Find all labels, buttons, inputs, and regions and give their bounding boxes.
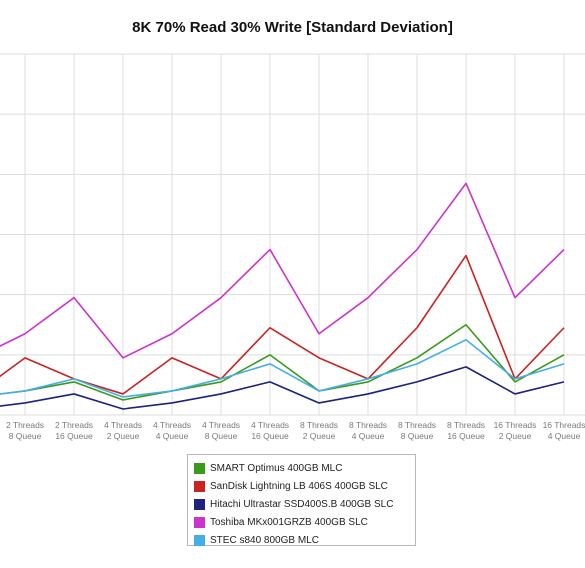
x-tick-label-line: 16 Queue [447,431,485,441]
x-tick-label-line: 4 Threads [153,420,191,430]
legend-label: SMART Optimus 400GB MLC [210,462,343,474]
legend-swatch [194,480,205,492]
x-tick-label-line: 2 Queue [107,431,140,441]
x-tick-label: 8 Threads 8 Queue [398,420,436,441]
x-tick-label-line: 16 Queue [55,431,93,441]
legend-swatch [194,534,205,546]
series-line [0,366,565,410]
x-tick-label: 4 Threads 8 Queue [202,420,240,441]
x-tick-label-line: 4 Queue [352,431,385,441]
x-tick-label-line: 16 Queue [251,431,289,441]
x-tick-label: 8 Threads 2 Queue [300,420,338,441]
x-tick-label-line: 4 Queue [156,431,189,441]
series-lines [0,182,565,410]
x-tick-label-line: 8 Queue [205,431,238,441]
series-line [0,338,565,398]
legend-item: SMART Optimus 400GB MLC [194,459,415,477]
x-tick-label-line: 4 Threads [202,420,240,430]
legend-label: Toshiba MKx001GRZB 400GB SLC [210,516,368,528]
x-tick-label: 8 Threads 16 Queue [447,420,485,441]
x-tick-label: 2 Threads 8 Queue [6,420,44,441]
x-tick-label: 16 Threads 2 Queue [494,420,537,441]
legend-label: SanDisk Lightning LB 406S 400GB SLC [210,480,388,492]
x-tick-label-line: 16 Threads [543,420,585,430]
x-tick-label-line: 8 Threads [349,420,387,430]
x-tick-label-line: 8 Threads [398,420,436,430]
x-tick-label-line: 4 Threads [104,420,142,430]
x-tick-label: 4 Threads 4 Queue [153,420,191,441]
chart-title: 8K 70% Read 30% Write [Standard Deviatio… [132,19,453,36]
x-tick-label-line: 4 Threads [251,420,289,430]
legend-label: Hitachi Ultrastar SSD400S.B 400GB SLC [210,498,394,510]
legend-item: Toshiba MKx001GRZB 400GB SLC [194,513,415,531]
x-tick-label-line: 2 Threads [55,420,93,430]
legend-item: STEC s840 800GB MLC [194,531,415,549]
legend-swatch [194,462,205,474]
legend-swatch [194,498,205,510]
legend-item: Hitachi Ultrastar SSD400S.B 400GB SLC [194,495,415,513]
legend-swatch [194,516,205,528]
x-tick-label-line: 2 Queue [303,431,336,441]
legend-item: SanDisk Lightning LB 406S 400GB SLC [194,477,415,495]
x-tick-label: 16 Threads 4 Queue [543,420,585,441]
x-tick-label: 2 Threads 16 Queue [55,420,93,441]
x-tick-label-line: 16 Threads [494,420,537,430]
x-tick-label-line: 2 Queue [499,431,532,441]
series-line [0,323,565,401]
x-tick-label-line: 8 Threads [300,420,338,430]
x-tick-label-line: 2 Threads [6,420,44,430]
legend-label: STEC s840 800GB MLC [210,534,319,546]
x-tick-label: 8 Threads 4 Queue [349,420,387,441]
x-tick-label-line: 8 Queue [401,431,434,441]
x-tick-label: 4 Threads 16 Queue [251,420,289,441]
legend: SMART Optimus 400GB MLC SanDisk Lightning… [187,454,416,546]
series-line [0,182,565,359]
x-tick-label: 4 Threads 2 Queue [104,420,142,441]
x-tick-label-line: 4 Queue [548,431,581,441]
x-tick-label-line: 8 Queue [9,431,42,441]
x-tick-label-line: 8 Threads [447,420,485,430]
